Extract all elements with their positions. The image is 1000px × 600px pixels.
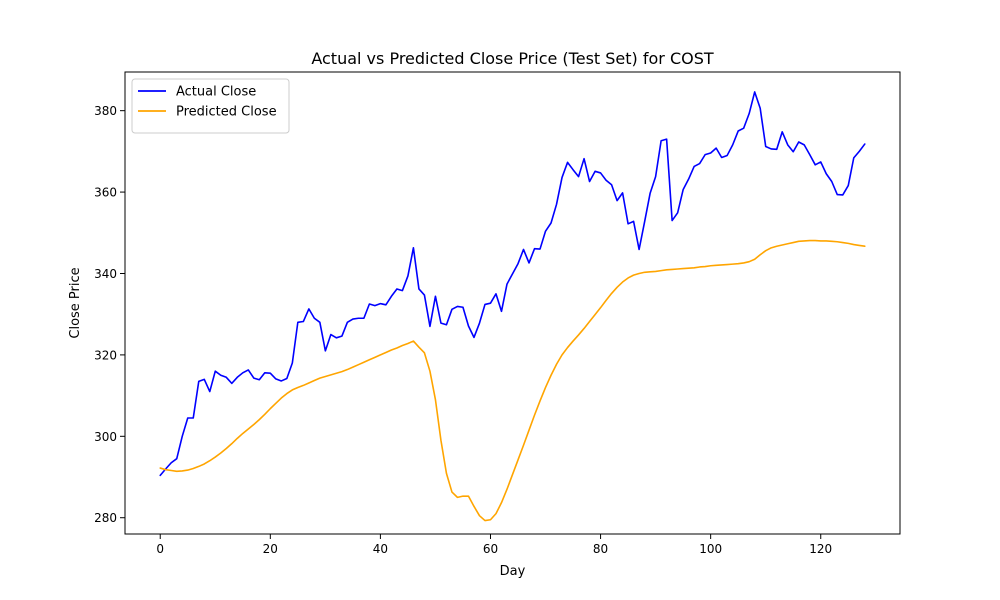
x-axis-label: Day [500,564,526,579]
y-tick-label: 280 [94,511,117,525]
legend-label: Actual Close [176,85,256,100]
x-tick-label: 80 [593,542,608,556]
chart-title: Actual vs Predicted Close Price (Test Se… [311,49,714,68]
x-tick-label: 20 [263,542,278,556]
y-tick-label: 340 [94,267,117,281]
legend: Actual Close Predicted Close [131,78,290,134]
x-tick-label: 100 [699,542,722,556]
y-axis-label: Close Price [68,267,83,338]
x-tick-label: 60 [483,542,498,556]
plot-frame [124,71,901,535]
y-tick-label: 300 [94,430,117,444]
y-tick-label: 380 [94,104,117,118]
series-line-predicted [159,239,866,522]
x-tick-label: 120 [809,542,832,556]
y-tick-label: 320 [94,348,117,362]
y-tick-label: 360 [94,186,117,200]
legend-label: Predicted Close [176,105,277,120]
x-tick-label: 40 [373,542,388,556]
series-line-actual [159,91,866,477]
legend-box [131,78,290,134]
x-tick-label: 0 [156,542,164,556]
